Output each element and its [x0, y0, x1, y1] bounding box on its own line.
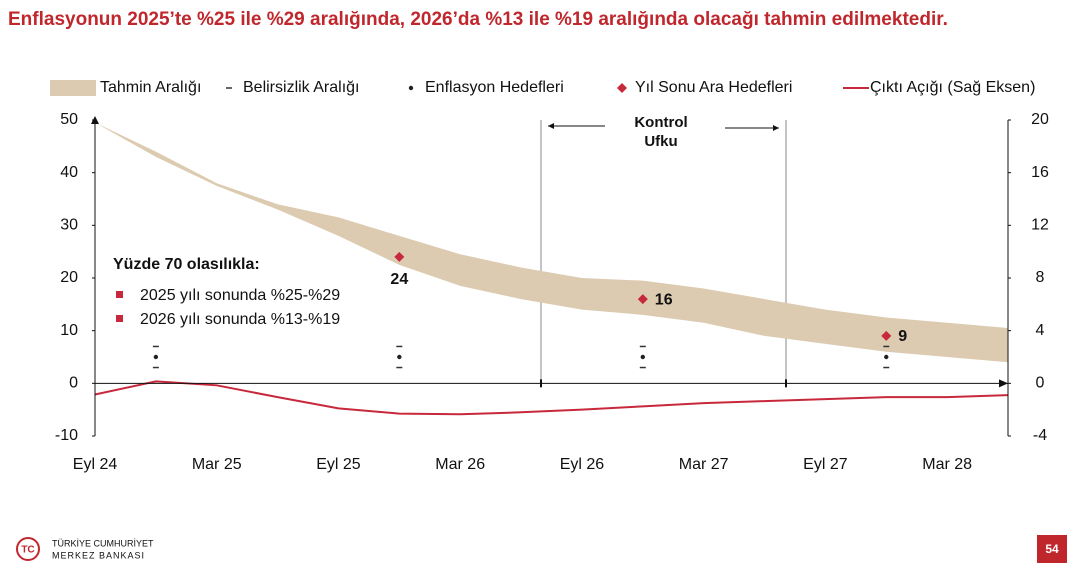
x-axis-arrow — [999, 379, 1008, 388]
horizon-label: Kontrol — [634, 114, 687, 131]
interim-target — [637, 294, 648, 305]
forecast-band — [95, 122, 1008, 363]
legend-swatch — [50, 80, 96, 96]
y2-tick-label: 0 — [1036, 375, 1045, 392]
bank-name: TÜRKİYE CUMHURİYET — [52, 538, 154, 548]
data-label: 24 — [390, 271, 408, 288]
note-bullet — [116, 291, 123, 298]
x-tick-label: Mar 28 — [922, 456, 972, 473]
page-number-box — [1037, 535, 1067, 563]
output-gap-line — [94, 380, 1009, 416]
chart-title: Enflasyonun 2025’te %25 ile %29 aralığın… — [8, 9, 948, 30]
y2-tick-label: 4 — [1036, 322, 1045, 339]
legend-label: Belirsizlik Aralığı — [243, 79, 359, 96]
horizon-arrow — [548, 123, 554, 129]
y2-tick-label: 12 — [1031, 217, 1049, 234]
inflation-target — [640, 354, 645, 360]
y-tick-label: -10 — [55, 427, 78, 444]
interim-target — [881, 330, 892, 341]
x-tick-label: Eyl 25 — [316, 456, 361, 473]
inflation-target — [397, 354, 402, 360]
horizon-arrow — [773, 125, 779, 131]
y-tick-label: 20 — [60, 269, 78, 286]
y-tick-label: 50 — [60, 111, 78, 128]
logo-mark: TC — [21, 545, 34, 556]
note-item: 2025 yılı sonunda %25-%29 — [140, 287, 340, 304]
interim-target — [394, 251, 405, 262]
inflation-target — [884, 354, 889, 360]
bank-name: MERKEZ BANKASI — [52, 550, 145, 560]
y-tick-label: 40 — [60, 164, 78, 181]
y2-tick-label: 16 — [1031, 164, 1049, 181]
y2-tick-label: 8 — [1036, 269, 1045, 286]
y-axis-arrow — [91, 116, 99, 124]
x-tick-label: Mar 26 — [435, 456, 485, 473]
page-number: 54 — [1045, 542, 1059, 556]
y-tick-label: 0 — [69, 375, 78, 392]
x-tick-label: Mar 27 — [679, 456, 729, 473]
horizon-label: Ufku — [644, 133, 677, 150]
x-tick-label: Eyl 26 — [560, 456, 605, 473]
note-bullet — [116, 315, 123, 322]
y-tick-label: 10 — [60, 322, 78, 339]
x-tick-label: Mar 25 — [192, 456, 242, 473]
x-tick-label: Eyl 24 — [73, 456, 118, 473]
legend-swatch — [617, 83, 627, 93]
y-tick-label: 30 — [60, 217, 78, 234]
y2-tick-label: -4 — [1033, 427, 1047, 444]
y2-tick-label: 20 — [1031, 111, 1049, 128]
legend-swatch — [408, 85, 414, 91]
note-item: 2026 yılı sonunda %13-%19 — [140, 311, 340, 328]
legend-label: Yıl Sonu Ara Hedefleri — [635, 79, 792, 96]
note-title: Yüzde 70 olasılıkla: — [113, 256, 260, 273]
data-label: 16 — [655, 291, 673, 308]
legend-label: Enflasyon Hedefleri — [425, 79, 564, 96]
legend-label: Çıktı Açığı (Sağ Eksen) — [870, 79, 1035, 96]
logo — [16, 537, 40, 561]
legend-label: Tahmin Aralığı — [100, 79, 201, 96]
inflation-target — [153, 354, 159, 360]
data-label: 9 — [898, 328, 907, 345]
x-tick-label: Eyl 27 — [803, 456, 848, 473]
